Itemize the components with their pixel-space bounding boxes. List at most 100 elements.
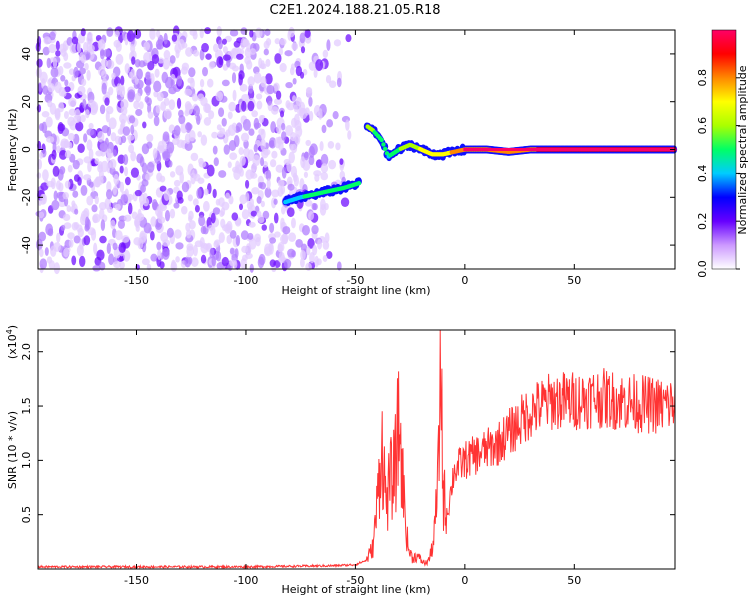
noise-speck [119, 165, 124, 174]
noise-speck [322, 49, 329, 58]
noise-speck [174, 229, 182, 239]
signal-peak [660, 148, 664, 151]
noise-speck [83, 235, 91, 246]
signal-peak [564, 148, 568, 151]
noise-speck [127, 134, 135, 141]
noise-speck [176, 75, 183, 87]
noise-speck [36, 67, 41, 77]
snr-y-tick-label: 0.5 [20, 506, 33, 524]
noise-speck [269, 259, 276, 268]
noise-speck [203, 117, 212, 126]
snr-frame [37, 329, 676, 570]
noise-speck [328, 80, 337, 89]
noise-speck [308, 155, 315, 166]
noise-speck [46, 256, 53, 264]
noise-speck [288, 232, 297, 243]
noise-speck [122, 126, 131, 136]
signal-peak [585, 148, 589, 151]
noise-speck [270, 121, 277, 133]
noise-speck [75, 121, 84, 132]
noise-speck [264, 187, 272, 198]
noise-speck [212, 145, 218, 155]
noise-speck [63, 247, 69, 258]
noise-speck [171, 34, 178, 42]
signal-peak [603, 148, 607, 151]
noise-speck [173, 202, 180, 209]
noise-speck [222, 46, 228, 54]
noise-speck [305, 87, 313, 94]
noise-speck [38, 231, 47, 242]
noise-speck [202, 66, 208, 77]
noise-speck [184, 109, 190, 117]
noise-speck [159, 175, 166, 183]
noise-speck [212, 43, 219, 53]
noise-speck [255, 27, 263, 38]
noise-speck [185, 229, 192, 239]
signal-peak [590, 148, 594, 151]
noise-speck [292, 95, 297, 103]
noise-speck [308, 96, 313, 107]
noise-speck [166, 227, 174, 238]
signal-peak [507, 148, 511, 151]
noise-speck [292, 172, 298, 183]
signal-peak [520, 148, 524, 151]
noise-speck [293, 104, 298, 113]
noise-speck [209, 247, 215, 259]
noise-speck [115, 53, 124, 65]
noise-speck [261, 148, 269, 159]
signal-peak [483, 148, 487, 151]
noise-speck [326, 250, 333, 259]
noise-speck [36, 172, 42, 179]
noise-speck [265, 38, 272, 46]
noise-speck [255, 93, 263, 100]
signal-peak [515, 148, 519, 151]
noise-speck [173, 179, 181, 187]
noise-speck [260, 138, 266, 151]
noise-speck [255, 236, 261, 247]
spectrogram-y-tick-label: -40 [20, 236, 33, 254]
noise-speck [199, 28, 204, 39]
noise-speck [263, 48, 269, 56]
noise-speck [260, 60, 265, 70]
noise-speck [92, 265, 101, 272]
noise-speck [218, 107, 225, 118]
noise-speck [304, 199, 313, 207]
snr-background [38, 330, 675, 569]
noise-speck [215, 198, 221, 206]
noise-speck [279, 38, 287, 46]
noise-speck [212, 188, 217, 199]
spectrogram-y-tick-label: 40 [20, 47, 33, 61]
noise-speck [240, 230, 249, 241]
noise-speck [238, 203, 244, 211]
noise-speck [58, 149, 68, 160]
noise-speck [54, 107, 61, 119]
noise-speck [157, 216, 166, 224]
spectrogram-x-ticks: -150 -100 -50 0 50 [124, 30, 581, 287]
noise-speck [163, 189, 170, 202]
signal-peak [496, 148, 500, 151]
noise-speck [273, 198, 278, 205]
snr-x-tick-label: -100 [233, 574, 258, 587]
noise-speck [163, 49, 171, 60]
noise-speck [105, 105, 114, 115]
signal-peak [601, 148, 605, 151]
noise-speck [286, 160, 292, 173]
colorbar-gradient [711, 29, 737, 270]
noise-speck [265, 73, 273, 85]
noise-speck [233, 40, 241, 48]
noise-speck [311, 202, 317, 211]
noise-speck [149, 28, 156, 40]
signal-peak [625, 148, 629, 151]
noise-speck [124, 176, 131, 186]
noise-speck [253, 72, 262, 84]
noise-speck [318, 108, 323, 120]
noise-speck [118, 242, 127, 254]
noise-speck [80, 185, 88, 196]
signal-peak [612, 148, 616, 151]
signal-peak [485, 148, 489, 151]
noise-speck [187, 194, 193, 202]
noise-speck [82, 98, 87, 109]
noise-speck [145, 71, 151, 79]
noise-speck [281, 166, 287, 179]
noise-speck [67, 132, 75, 141]
